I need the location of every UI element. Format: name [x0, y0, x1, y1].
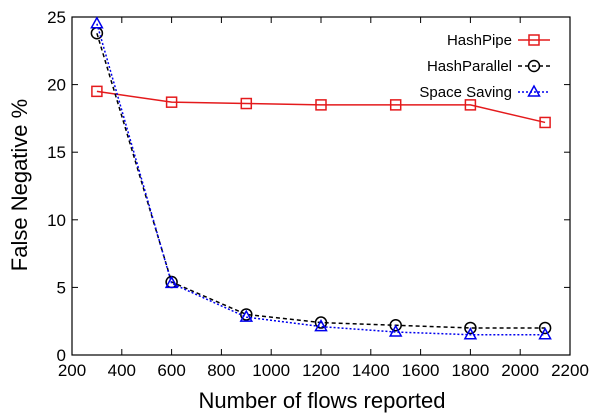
- data-point: [239, 309, 254, 322]
- data-point: [539, 116, 551, 129]
- x-tick-label: 200: [58, 361, 86, 380]
- data-point: [165, 96, 178, 108]
- y-tick-label: 0: [57, 346, 66, 365]
- series-line: [96, 90, 546, 124]
- data-point: [464, 99, 477, 111]
- y-tick-label: 10: [47, 211, 66, 230]
- data-point: [388, 324, 403, 337]
- data-point: [314, 316, 328, 329]
- x-tick-label: 1600: [402, 361, 440, 380]
- legend-entry: Space Saving: [419, 84, 550, 101]
- legend-entry: HashParallel: [427, 58, 550, 75]
- legend-marker: [528, 34, 540, 46]
- x-tick-label: 600: [157, 361, 185, 380]
- legend-marker: [527, 84, 541, 97]
- x-tick-label: 1200: [302, 361, 340, 380]
- axes: 200 400 600 800 1000 1200 1400 1600 1800 2000 2200…: [47, 8, 589, 380]
- x-tick-label: 1000: [252, 361, 290, 380]
- y-axis-label: False Negative %: [7, 99, 32, 271]
- data-point: [389, 319, 402, 332]
- x-tick-label: 400: [108, 361, 136, 380]
- data-point: [315, 99, 327, 111]
- x-axis-label: Number of flows reported: [199, 388, 446, 413]
- x-tick-label: 2200: [551, 361, 589, 380]
- data-point: [389, 99, 402, 111]
- data-point: [463, 327, 478, 340]
- legend: HashPipe HashParallel Space Saving: [419, 32, 550, 101]
- data-point: [538, 321, 552, 335]
- y-tick-label: 25: [47, 8, 66, 27]
- series-space-saving: [90, 16, 552, 340]
- series-line: [96, 23, 546, 336]
- legend-label: Space Saving: [419, 84, 512, 101]
- series-hashpipe: [91, 85, 551, 129]
- y-tick-label: 15: [47, 143, 66, 162]
- data-point: [240, 97, 253, 110]
- legend-marker: [527, 59, 541, 73]
- series-layer: [90, 16, 552, 340]
- data-point: [90, 16, 104, 29]
- x-tick-label: 1400: [352, 361, 390, 380]
- data-point: [314, 319, 328, 332]
- series-line: [96, 33, 546, 329]
- y-tick-label: 5: [57, 278, 66, 297]
- x-tick-label: 2000: [501, 361, 539, 380]
- x-tick-label: 1800: [451, 361, 489, 380]
- legend-entry: HashPipe: [447, 32, 550, 49]
- data-point: [164, 275, 179, 289]
- legend-label: HashPipe: [447, 32, 512, 49]
- x-tick-label: 800: [207, 361, 235, 380]
- legend-label: HashParallel: [427, 58, 512, 75]
- y-tick-label: 20: [47, 76, 66, 95]
- data-point: [538, 327, 552, 340]
- data-point: [464, 321, 477, 335]
- data-point: [91, 85, 103, 98]
